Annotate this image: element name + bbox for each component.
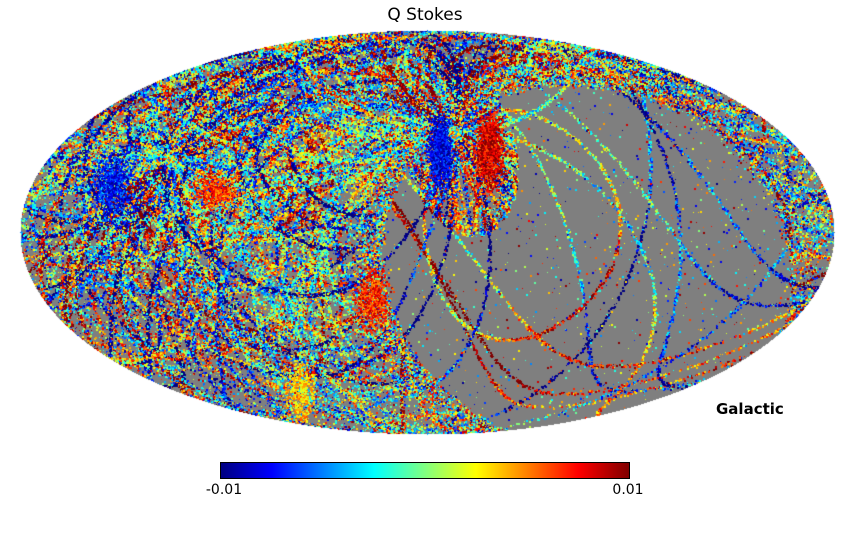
colorbar-min-label: -0.01 (205, 482, 243, 498)
colorbar-max-label: 0.01 (612, 482, 644, 498)
coordinate-system-label: Galactic (716, 400, 784, 418)
colorbar-gradient (220, 462, 630, 479)
chart-title: Q Stokes (387, 5, 463, 25)
